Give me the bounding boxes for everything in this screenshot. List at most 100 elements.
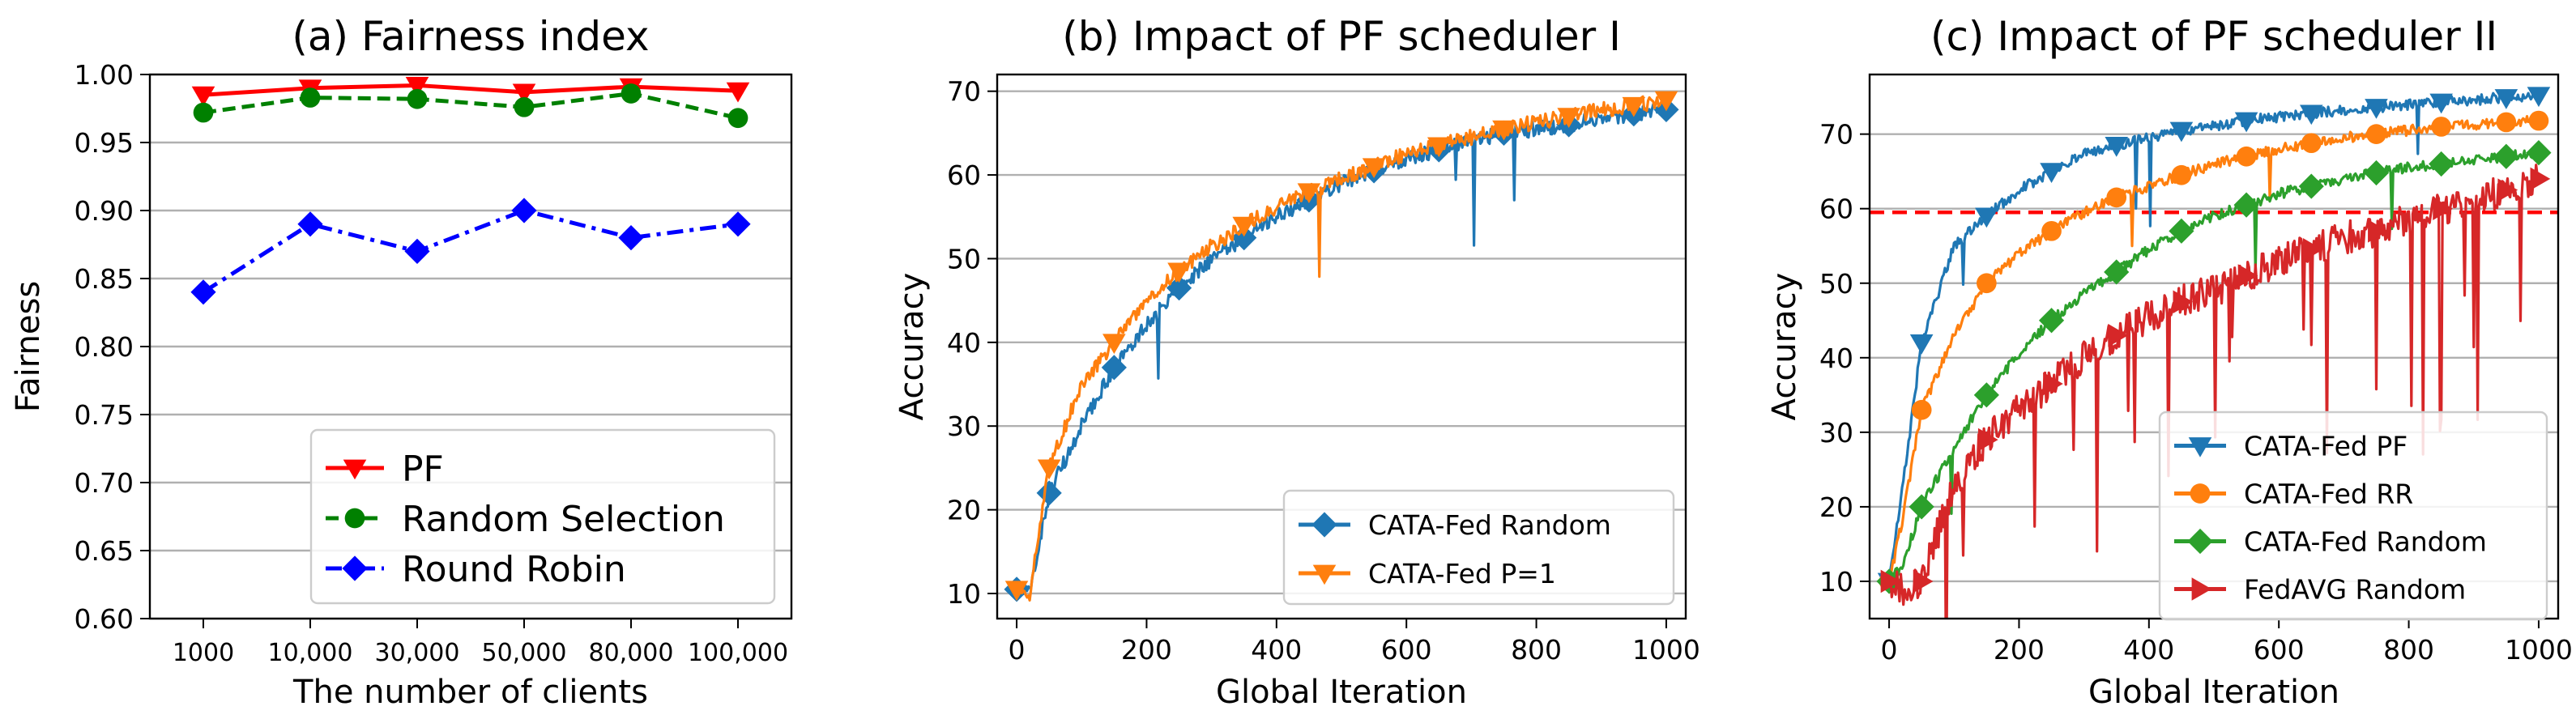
data-point [2233, 192, 2259, 218]
data-point [1622, 96, 1646, 117]
y-tick-label: 40 [947, 327, 981, 359]
legend-marker [2190, 483, 2211, 504]
data-point [1231, 225, 1257, 251]
y-tick-label: 20 [947, 495, 981, 526]
data-point [1427, 137, 1451, 158]
y-tick-label: 60 [1819, 194, 1853, 225]
data-point [404, 238, 430, 264]
data-point [297, 211, 323, 237]
data-point [2431, 117, 2452, 137]
data-point [2301, 133, 2322, 154]
legend-marker [344, 508, 365, 529]
data-point [1036, 480, 1062, 506]
y-tick-label: 0.65 [75, 535, 134, 567]
legend-label: CATA-Fed P=1 [1368, 558, 1556, 589]
legend-label: CATA-Fed Random [2244, 525, 2487, 557]
x-tick-label: 1000 [1632, 634, 1700, 666]
data-point [2169, 121, 2194, 143]
legend: CATA-Fed PF CATA-Fed RR CATA-Fed Random Fed… [2158, 411, 2548, 621]
legend-marker [2191, 577, 2212, 601]
data-point [2366, 124, 2386, 144]
y-tick-label: 0.95 [75, 127, 134, 159]
legend-box [309, 428, 776, 605]
plot-area [190, 77, 751, 305]
data-point [1297, 183, 1321, 204]
data-point [1557, 108, 1580, 128]
y-tick-label: 1.00 [75, 59, 134, 91]
data-point [193, 102, 214, 123]
data-point [2527, 87, 2551, 108]
data-point [514, 96, 535, 117]
series-pf [191, 77, 750, 107]
legend-label: CATA-Fed RR [2244, 478, 2413, 509]
series-line [203, 91, 739, 121]
data-point [1909, 334, 1934, 355]
series-line [203, 83, 739, 97]
data-point [1492, 120, 1516, 141]
y-tick-label: 0.90 [75, 195, 134, 227]
data-point [511, 198, 537, 223]
y-tick-label: 0.70 [75, 467, 134, 499]
series-line [1887, 164, 2540, 619]
y-tick-label: 50 [947, 243, 981, 274]
data-point [618, 225, 644, 251]
series-line [1015, 95, 1667, 602]
x-tick-label: 200 [1994, 634, 2045, 666]
data-point [2173, 290, 2194, 314]
data-point [1975, 207, 1998, 228]
data-point [2363, 160, 2390, 186]
x-tick-label: 1000 [2505, 634, 2573, 666]
series-line [202, 208, 739, 294]
y-tick-label: 20 [1819, 491, 1853, 523]
y-tick-label: 70 [947, 76, 981, 108]
data-point [725, 211, 751, 237]
y-tick-label: 50 [1819, 268, 1853, 300]
data-point [2038, 308, 2065, 334]
x-tick-label: 80,000 [589, 639, 674, 667]
data-point [2496, 112, 2517, 133]
data-point [1004, 581, 1029, 602]
data-point [2105, 137, 2129, 157]
data-point [1909, 494, 1934, 520]
x-tick-label: 600 [2254, 634, 2305, 666]
legend-marker [2187, 528, 2213, 555]
data-point [1911, 399, 1932, 420]
data-point [190, 279, 216, 305]
series-line [1887, 89, 2540, 584]
chart-panel-3: 10 20 30 40 50 60 70 0 200 400 600 800 1000 (c) Impac… [1766, 13, 2573, 711]
data-point [1102, 334, 1126, 355]
x-tick-label: 400 [1251, 634, 1302, 666]
data-point [2493, 143, 2519, 169]
x-axis-label: Global Iteration [1216, 674, 1467, 711]
y-tick-label: 30 [947, 411, 981, 442]
legend-box [1282, 489, 1675, 606]
data-point [2302, 238, 2323, 262]
y-tick-label: 60 [947, 160, 981, 191]
data-point [1167, 262, 1191, 283]
series-cata-fed-random [1876, 140, 2552, 594]
data-point [1973, 382, 1999, 408]
legend-marker [343, 459, 367, 480]
series-random-selection [193, 83, 748, 129]
data-point [2237, 264, 2258, 287]
axes-frame [996, 73, 1687, 620]
x-axis-label: Global Iteration [2088, 674, 2339, 711]
data-point [300, 87, 321, 108]
x-tick-label: 30,000 [375, 639, 460, 667]
data-point [2169, 218, 2194, 244]
legend-marker [1312, 564, 1337, 585]
series-line [1887, 148, 2540, 584]
data-point [726, 82, 750, 103]
data-point [2429, 151, 2454, 177]
data-point [191, 86, 215, 107]
y-tick-label: 0.75 [75, 399, 134, 431]
series-fedavg-random [1880, 164, 2551, 619]
y-tick-label: 70 [1819, 119, 1853, 151]
plot-area [1876, 87, 2552, 619]
data-point [1362, 158, 1386, 179]
x-tick-label: 200 [1121, 634, 1172, 666]
x-tick-label: 100,000 [688, 639, 788, 667]
data-point [2041, 220, 2062, 241]
data-point [2106, 187, 2127, 208]
